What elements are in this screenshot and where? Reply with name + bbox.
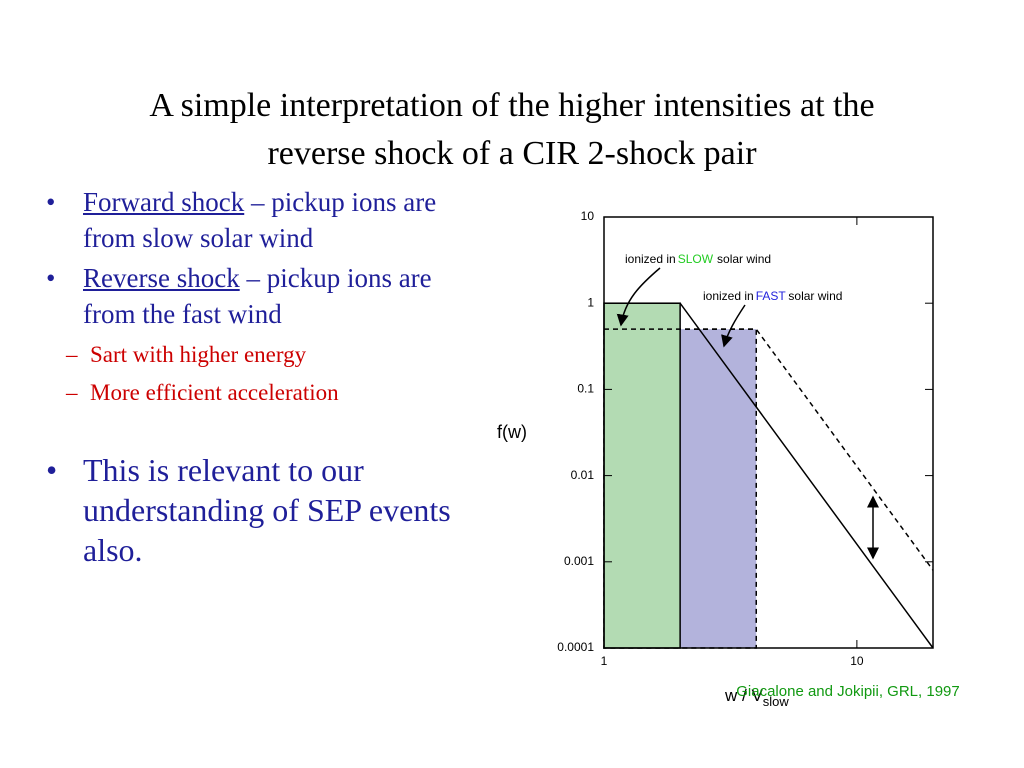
bullet-term: Forward shock bbox=[83, 187, 245, 217]
annotation-highlight: SLOW bbox=[678, 252, 714, 266]
annotation-text: ionized in bbox=[625, 252, 676, 266]
bullet-list: Forward shock – pickup ions are from slo… bbox=[46, 184, 486, 574]
annotation-text: solar wind bbox=[717, 252, 771, 266]
x-axis-label-main: w / V bbox=[724, 686, 763, 705]
bullet-text: – pickup ions are from the fast wind bbox=[83, 263, 432, 329]
y-tick-label: 0.0001 bbox=[557, 640, 594, 654]
shaded-area bbox=[603, 302, 681, 649]
y-tick-label: 0.01 bbox=[571, 468, 595, 482]
annotation-highlight: FAST bbox=[756, 289, 787, 303]
pointer-arrow bbox=[616, 267, 661, 327]
bullet-text: – pickup ions are from slow solar wind bbox=[83, 187, 437, 253]
sub-bullet: Sart with higher energy bbox=[46, 336, 486, 374]
series-line bbox=[604, 328, 934, 571]
bullet: Reverse shock – pickup ions are from the… bbox=[46, 260, 486, 332]
slide-title: A simple interpretation of the higher in… bbox=[0, 82, 1024, 178]
bullet: Forward shock – pickup ions are from slo… bbox=[46, 184, 486, 256]
x-axis-label-sub: slow bbox=[763, 694, 790, 709]
y-tick-label: 10 bbox=[581, 209, 595, 223]
sub-bullet: More efficient acceleration bbox=[46, 374, 486, 412]
y-tick-label: 0.1 bbox=[577, 382, 594, 396]
x-tick-label: 10 bbox=[850, 654, 864, 668]
pointer-arrow bbox=[721, 304, 746, 348]
title-line: reverse shock of a CIR 2-shock pair bbox=[267, 135, 757, 172]
annotation: ionized in SLOW solar wind bbox=[625, 252, 771, 266]
plot-frame bbox=[603, 216, 934, 649]
x-tick-label: 1 bbox=[601, 654, 608, 668]
y-tick-label: 1 bbox=[587, 295, 594, 309]
bullet: This is relevant to our understanding of… bbox=[46, 450, 486, 570]
series-line bbox=[604, 302, 934, 649]
title-line: A simple interpretation of the higher in… bbox=[149, 87, 875, 124]
bullet-term: Reverse shock bbox=[83, 263, 240, 293]
source: Giacalone and Jokipii, GRL, 1997 bbox=[736, 683, 959, 700]
y-tick-label: 0.001 bbox=[564, 554, 594, 568]
annotation-text: ionized in bbox=[703, 289, 754, 303]
annotation: ionized in FAST solar wind bbox=[703, 289, 842, 303]
annotation-text: solar wind bbox=[788, 289, 842, 303]
x-axis-label: w / Vslow bbox=[724, 686, 789, 709]
y-axis-label: f(w) bbox=[497, 422, 527, 442]
